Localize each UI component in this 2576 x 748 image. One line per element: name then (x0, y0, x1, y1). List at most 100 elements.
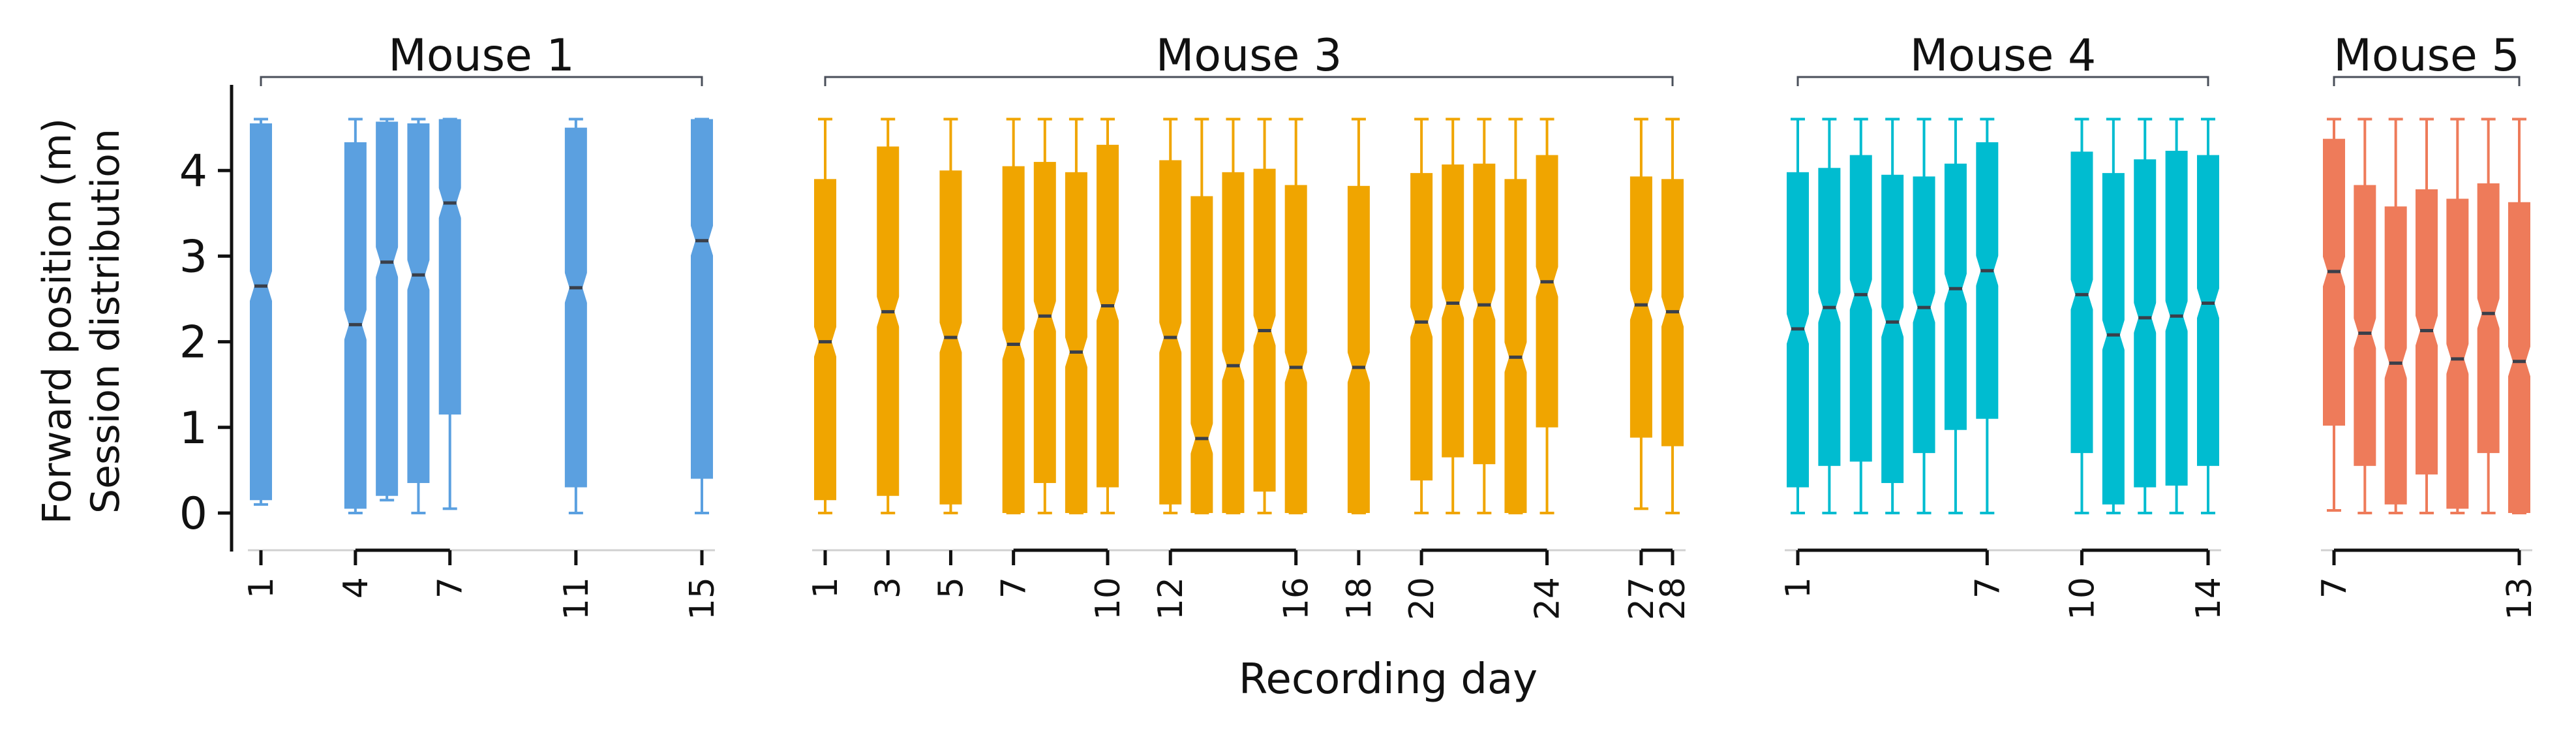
box-notch-right (1491, 288, 1496, 322)
box (1410, 173, 1433, 481)
group-mouse-4: Mouse 4 1 7 10 14 (1779, 30, 2228, 620)
box-notch-right (832, 324, 837, 359)
x-tick-label: 11 (557, 577, 596, 620)
box-notch-right (1553, 264, 1559, 299)
box-notch-right (2402, 346, 2408, 381)
box-day-7 (2322, 117, 2346, 512)
x-tick-label: 1 (1779, 577, 1818, 599)
box (691, 119, 713, 479)
x-tick-label: 1 (806, 577, 845, 599)
y-tick-label: 2 (179, 317, 207, 369)
group-title: Mouse 4 (1910, 30, 2097, 82)
x-tick-label: 1 (242, 577, 281, 599)
box-notch-left (2384, 346, 2389, 381)
box-notch-left (2508, 344, 2513, 379)
box-day-11 (2101, 117, 2125, 514)
x-tick-label: 7 (1968, 577, 2007, 599)
box-notch-right (1867, 277, 1873, 312)
group-bracket (2333, 76, 2521, 86)
box-notch-left (2070, 277, 2076, 312)
box-day-13 (2164, 117, 2189, 514)
box (2323, 138, 2345, 426)
x-tick-label: 7 (995, 577, 1034, 599)
box (1849, 155, 1872, 462)
box (1818, 168, 1841, 466)
box-day-4 (1881, 117, 1905, 514)
box-day-1 (249, 117, 273, 506)
box-day-1 (1786, 117, 1810, 514)
box-day-8 (1033, 117, 1057, 514)
group-bracket (824, 76, 1674, 86)
box-day-10 (1096, 117, 1119, 514)
box (1097, 144, 1119, 488)
group-title: Mouse 3 (1156, 30, 1342, 82)
box-notch-left (1410, 305, 1416, 339)
box-day-7 (438, 117, 462, 510)
box-notch-right (1365, 350, 1371, 384)
box-notch-right (425, 258, 431, 292)
group-title: Mouse 1 (388, 30, 575, 82)
x-tick-label: 3 (869, 577, 908, 599)
box-notch-left (876, 294, 882, 329)
box (1881, 174, 1904, 484)
x-tick-label: 20 (1402, 577, 1442, 620)
box (1504, 179, 1527, 513)
box-notch-left (1096, 288, 1101, 323)
y-tick-label: 4 (179, 146, 207, 197)
box-notch-right (1428, 305, 1434, 339)
box-notch-right (1459, 286, 1465, 320)
box-notch-left (438, 186, 444, 221)
box-notch-left (375, 245, 381, 279)
box (1473, 163, 1496, 465)
box-day-14 (2196, 117, 2220, 514)
box (1913, 176, 1935, 454)
box-notch-right (1962, 272, 1967, 306)
box-notch-right (957, 320, 963, 355)
box-notch-left (813, 324, 819, 359)
box-notch-right (2088, 277, 2094, 312)
box-day-10 (2070, 117, 2094, 514)
box-day-5 (375, 117, 399, 502)
box-notch-right (1522, 340, 1528, 375)
box-notch-left (343, 307, 349, 342)
box-day-13 (1190, 117, 1214, 514)
box (2197, 155, 2219, 466)
box-notch-right (2341, 255, 2346, 288)
box-notch-right (2464, 341, 2470, 376)
box-notch-left (1159, 320, 1164, 355)
box-notch-right (2433, 313, 2438, 348)
x-tick-label: 4 (337, 577, 376, 599)
box-notch-left (1472, 288, 1478, 322)
x-tick-label: 18 (1340, 577, 1379, 620)
box-day-12 (2476, 117, 2500, 514)
box-day-7 (1975, 117, 1999, 514)
box-notch-left (1033, 299, 1038, 334)
box-notch-right (361, 307, 367, 342)
box-notch-left (2196, 286, 2202, 320)
box-day-2 (1817, 117, 1841, 514)
box-day-9 (1064, 117, 1088, 514)
box (1222, 172, 1245, 513)
x-tick-label: 24 (1528, 577, 1568, 620)
box-notch-right (1020, 327, 1025, 362)
y-axis: 0 1 2 3 4 (179, 85, 234, 552)
x-tick-label: 5 (932, 577, 971, 599)
box-day-12 (2133, 117, 2157, 514)
box-notch-left (1284, 350, 1290, 384)
box-day-21 (1441, 117, 1465, 514)
y-axis-label-line1: Forward position (m) (35, 118, 80, 524)
box-day-9 (2384, 117, 2408, 514)
group-bracket (260, 76, 703, 86)
box-day-3 (1849, 117, 1873, 514)
box (2070, 151, 2093, 454)
box-notch-right (2494, 296, 2500, 331)
box-notch-right (1930, 290, 1936, 325)
box-notch-left (2476, 296, 2482, 331)
x-axis-label: Recording day (1239, 655, 1538, 704)
x-tick-label: 14 (2189, 577, 2228, 620)
box-notch-right (1271, 313, 1277, 348)
box-notch-right (1679, 294, 1684, 329)
box-notch-right (1239, 349, 1245, 383)
